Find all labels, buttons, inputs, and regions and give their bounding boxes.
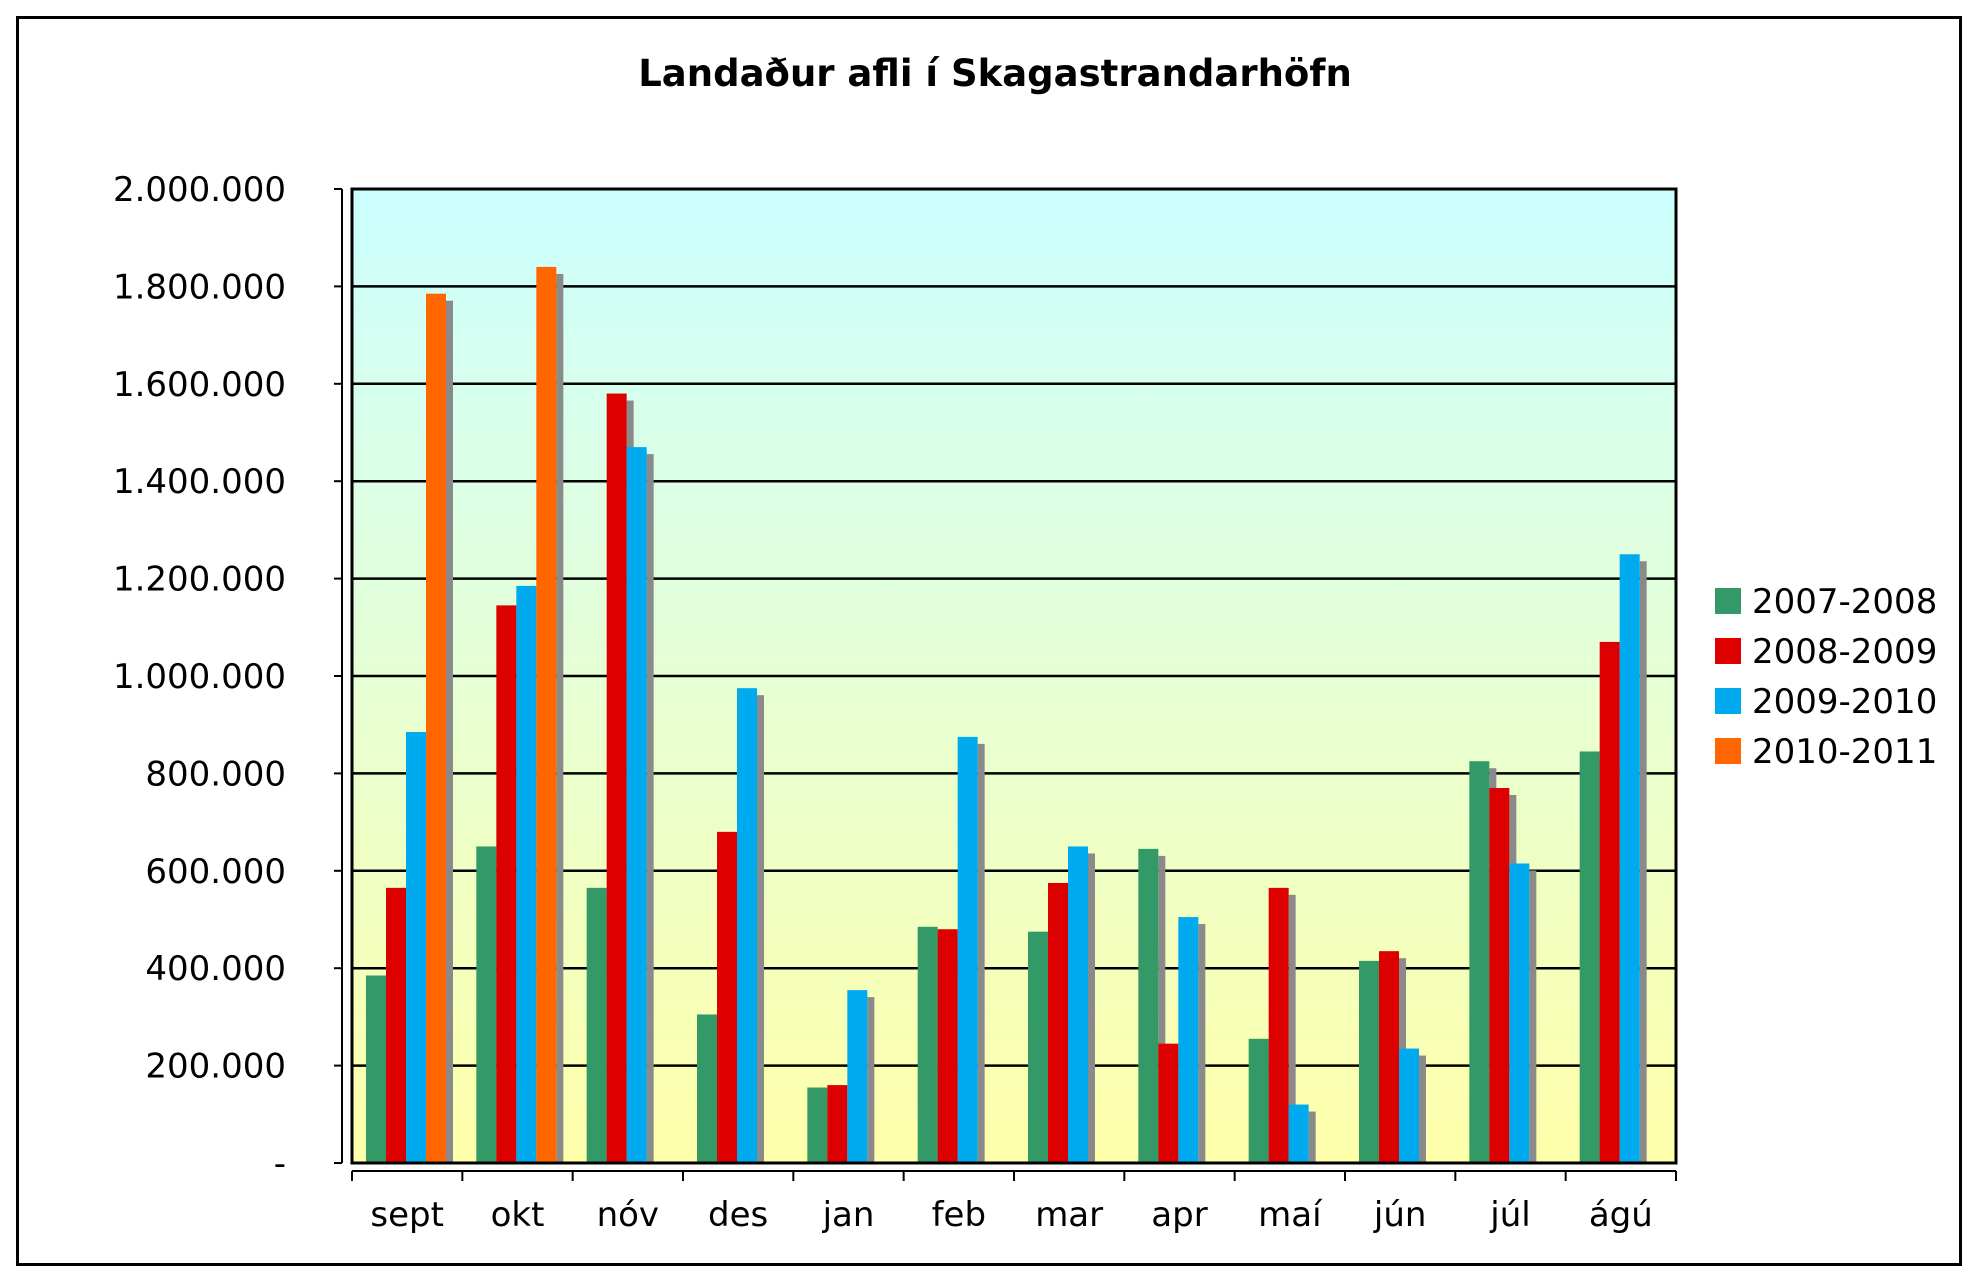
y-tick-label: 1.000.000 (113, 657, 286, 697)
bar-shadow (556, 273, 564, 1163)
bar-2007-2008-jan (807, 1087, 828, 1163)
bar-shadow (977, 743, 985, 1163)
x-tick-label: mar (1035, 1195, 1103, 1235)
y-tick-label: 1.800.000 (113, 267, 286, 307)
bar-2009-2010-okt (516, 585, 537, 1163)
bar-2007-2008-apr (1138, 848, 1159, 1163)
bar-2009-2010-sept (406, 732, 426, 1163)
bar-2007-2008-mar (1028, 931, 1048, 1163)
bar-shadow (1198, 924, 1206, 1163)
x-axis: sept okt nóv des jan feb mar apr maí jún júl ágú (351, 1170, 1677, 1235)
bar-2007-2008-okt (476, 846, 497, 1163)
x-tick-label: okt (491, 1195, 545, 1235)
y-tick-label: - (274, 1144, 286, 1184)
bar-shadow (757, 695, 764, 1163)
y-tick-label: 600.000 (145, 852, 286, 892)
x-tick-label: nóv (597, 1195, 659, 1235)
bar-shadow (1308, 1111, 1316, 1163)
bar-2010-2011-okt (536, 266, 557, 1163)
y-tick-label: 1.400.000 (113, 462, 286, 502)
bar-2007-2008-júl (1469, 761, 1490, 1163)
y-tick-label: 800.000 (145, 754, 286, 794)
bar-2009-2010-júl (1509, 863, 1530, 1163)
x-tick-label: des (708, 1195, 768, 1235)
bar-shadow (646, 454, 654, 1163)
bar-2008-2009-des (717, 831, 737, 1163)
bar-2008-2009-jún (1379, 951, 1399, 1163)
bar-2007-2008-des (697, 1014, 717, 1163)
legend-label: 2010-2011 (1752, 732, 1937, 772)
bar-2008-2009-ágú (1599, 641, 1620, 1163)
bar-shadow (1529, 870, 1537, 1163)
bar-shadow (1288, 894, 1296, 1163)
bar-shadow (1088, 853, 1095, 1163)
x-tick-label: apr (1151, 1195, 1207, 1235)
x-tick-label: ágú (1589, 1195, 1653, 1235)
x-tick-label: sept (370, 1195, 444, 1235)
bar-shadow (1639, 561, 1647, 1163)
bar-2009-2010-apr (1178, 917, 1199, 1163)
legend-label: 2009-2010 (1752, 682, 1937, 722)
x-tick-label: feb (932, 1195, 986, 1235)
bar-2008-2009-jan (827, 1085, 848, 1163)
bar-2007-2008-ágú (1579, 751, 1600, 1163)
y-tick-label: 200.000 (145, 1047, 286, 1087)
bar-2007-2008-sept (366, 975, 386, 1163)
bar-2008-2009-júl (1489, 788, 1510, 1163)
bar-2010-2011-sept (426, 293, 446, 1164)
bar-shadow (867, 997, 875, 1163)
bar-2009-2010-jún (1399, 1048, 1419, 1163)
bar-shadow (446, 300, 453, 1164)
bar-2007-2008-maí (1248, 1038, 1269, 1163)
y-tick-label: 1.600.000 (113, 365, 286, 405)
legend-swatch (1715, 738, 1741, 764)
bar-2008-2009-apr (1158, 1043, 1179, 1163)
y-tick-label: 2.000.000 (113, 170, 286, 210)
legend-swatch (1715, 688, 1741, 714)
chart-title: Landaður afli í Skagastrandarhöfn (638, 52, 1352, 95)
bar-shadow (1419, 1055, 1426, 1163)
x-tick-label: maí (1258, 1195, 1323, 1235)
legend-label: 2007-2008 (1752, 582, 1937, 622)
bar-2007-2008-feb (917, 926, 938, 1163)
bar-2009-2010-ágú (1619, 554, 1640, 1163)
bar-2007-2008-jún (1359, 960, 1379, 1163)
bars (366, 266, 1647, 1164)
x-tick-label: júl (1489, 1195, 1530, 1235)
x-tick-label: jan (822, 1195, 875, 1235)
bar-2008-2009-sept (386, 887, 406, 1163)
bar-2008-2009-nóv (606, 393, 627, 1163)
y-tick-label: 400.000 (145, 949, 286, 989)
y-axis: - 200.000 400.000 600.000 800.000 1.000.000 1.… (113, 170, 343, 1184)
bar-2009-2010-feb (957, 736, 978, 1163)
plot-border (350, 187, 1678, 1165)
bar-2009-2010-maí (1288, 1104, 1309, 1163)
legend-swatch (1715, 588, 1741, 614)
bar-2009-2010-des (737, 688, 757, 1163)
legend: 2007-2008 2008-2009 2009-2010 2010-2011 (1715, 582, 1937, 772)
legend-label: 2008-2009 (1752, 632, 1937, 672)
bar-2008-2009-mar (1048, 882, 1068, 1163)
bar-shadow (1158, 855, 1166, 1163)
bar-2008-2009-maí (1268, 887, 1289, 1163)
x-tick-label: jún (1373, 1195, 1427, 1235)
y-tick-label: 1.200.000 (113, 560, 286, 600)
bar-2008-2009-feb (937, 929, 958, 1163)
bar-2007-2008-nóv (586, 887, 607, 1163)
bar-2009-2010-nóv (626, 447, 647, 1163)
bar-2008-2009-okt (496, 605, 517, 1163)
bar-2009-2010-jan (847, 990, 868, 1163)
legend-swatch (1715, 638, 1741, 664)
bar-2009-2010-mar (1068, 846, 1088, 1163)
